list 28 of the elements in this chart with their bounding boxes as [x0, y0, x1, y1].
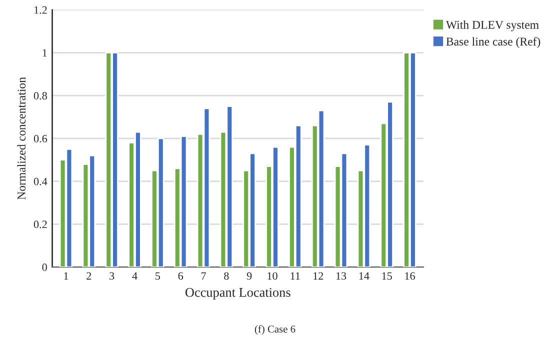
x-tick-label: 16 [405, 272, 415, 280]
x-tick-label: 13 [336, 272, 346, 280]
x-tick-label: 12 [314, 272, 324, 280]
text: (f) Case 6 [254, 325, 296, 335]
y-tick-label: 0.8 [34, 92, 47, 100]
y-tick-label: 0.2 [34, 220, 47, 228]
x-axis-title: Occupant Locations [185, 288, 290, 300]
x-tick-label: 2 [86, 272, 92, 280]
y-tick-label: 0 [42, 264, 47, 272]
x-tick-label: 6 [178, 272, 184, 280]
y-tick-label: 0.6 [34, 134, 48, 142]
legend-label: Base line case (Ref) [446, 37, 540, 48]
x-tick-label: 5 [156, 272, 160, 280]
y-tick-label: 1.2 [34, 6, 47, 14]
x-tick-label: 1 [64, 272, 68, 280]
y-tick-label: 0.4 [34, 178, 48, 186]
x-tick-label: 8 [224, 272, 229, 280]
x-tick-label: 11 [290, 272, 300, 280]
x-tick-label: 10 [268, 272, 278, 280]
x-tick-label: 7 [201, 272, 206, 280]
x-tick-label: 15 [382, 272, 392, 280]
y-axis-title: Normalized concentration [17, 77, 26, 200]
y-tick-label: 1 [42, 49, 47, 57]
x-tick-label: 3 [110, 272, 114, 280]
x-tick-label: 14 [359, 272, 370, 280]
legend-label: With DLEV system [446, 20, 539, 32]
x-tick-label: 4 [132, 272, 138, 280]
x-tick-label: 9 [246, 272, 252, 280]
